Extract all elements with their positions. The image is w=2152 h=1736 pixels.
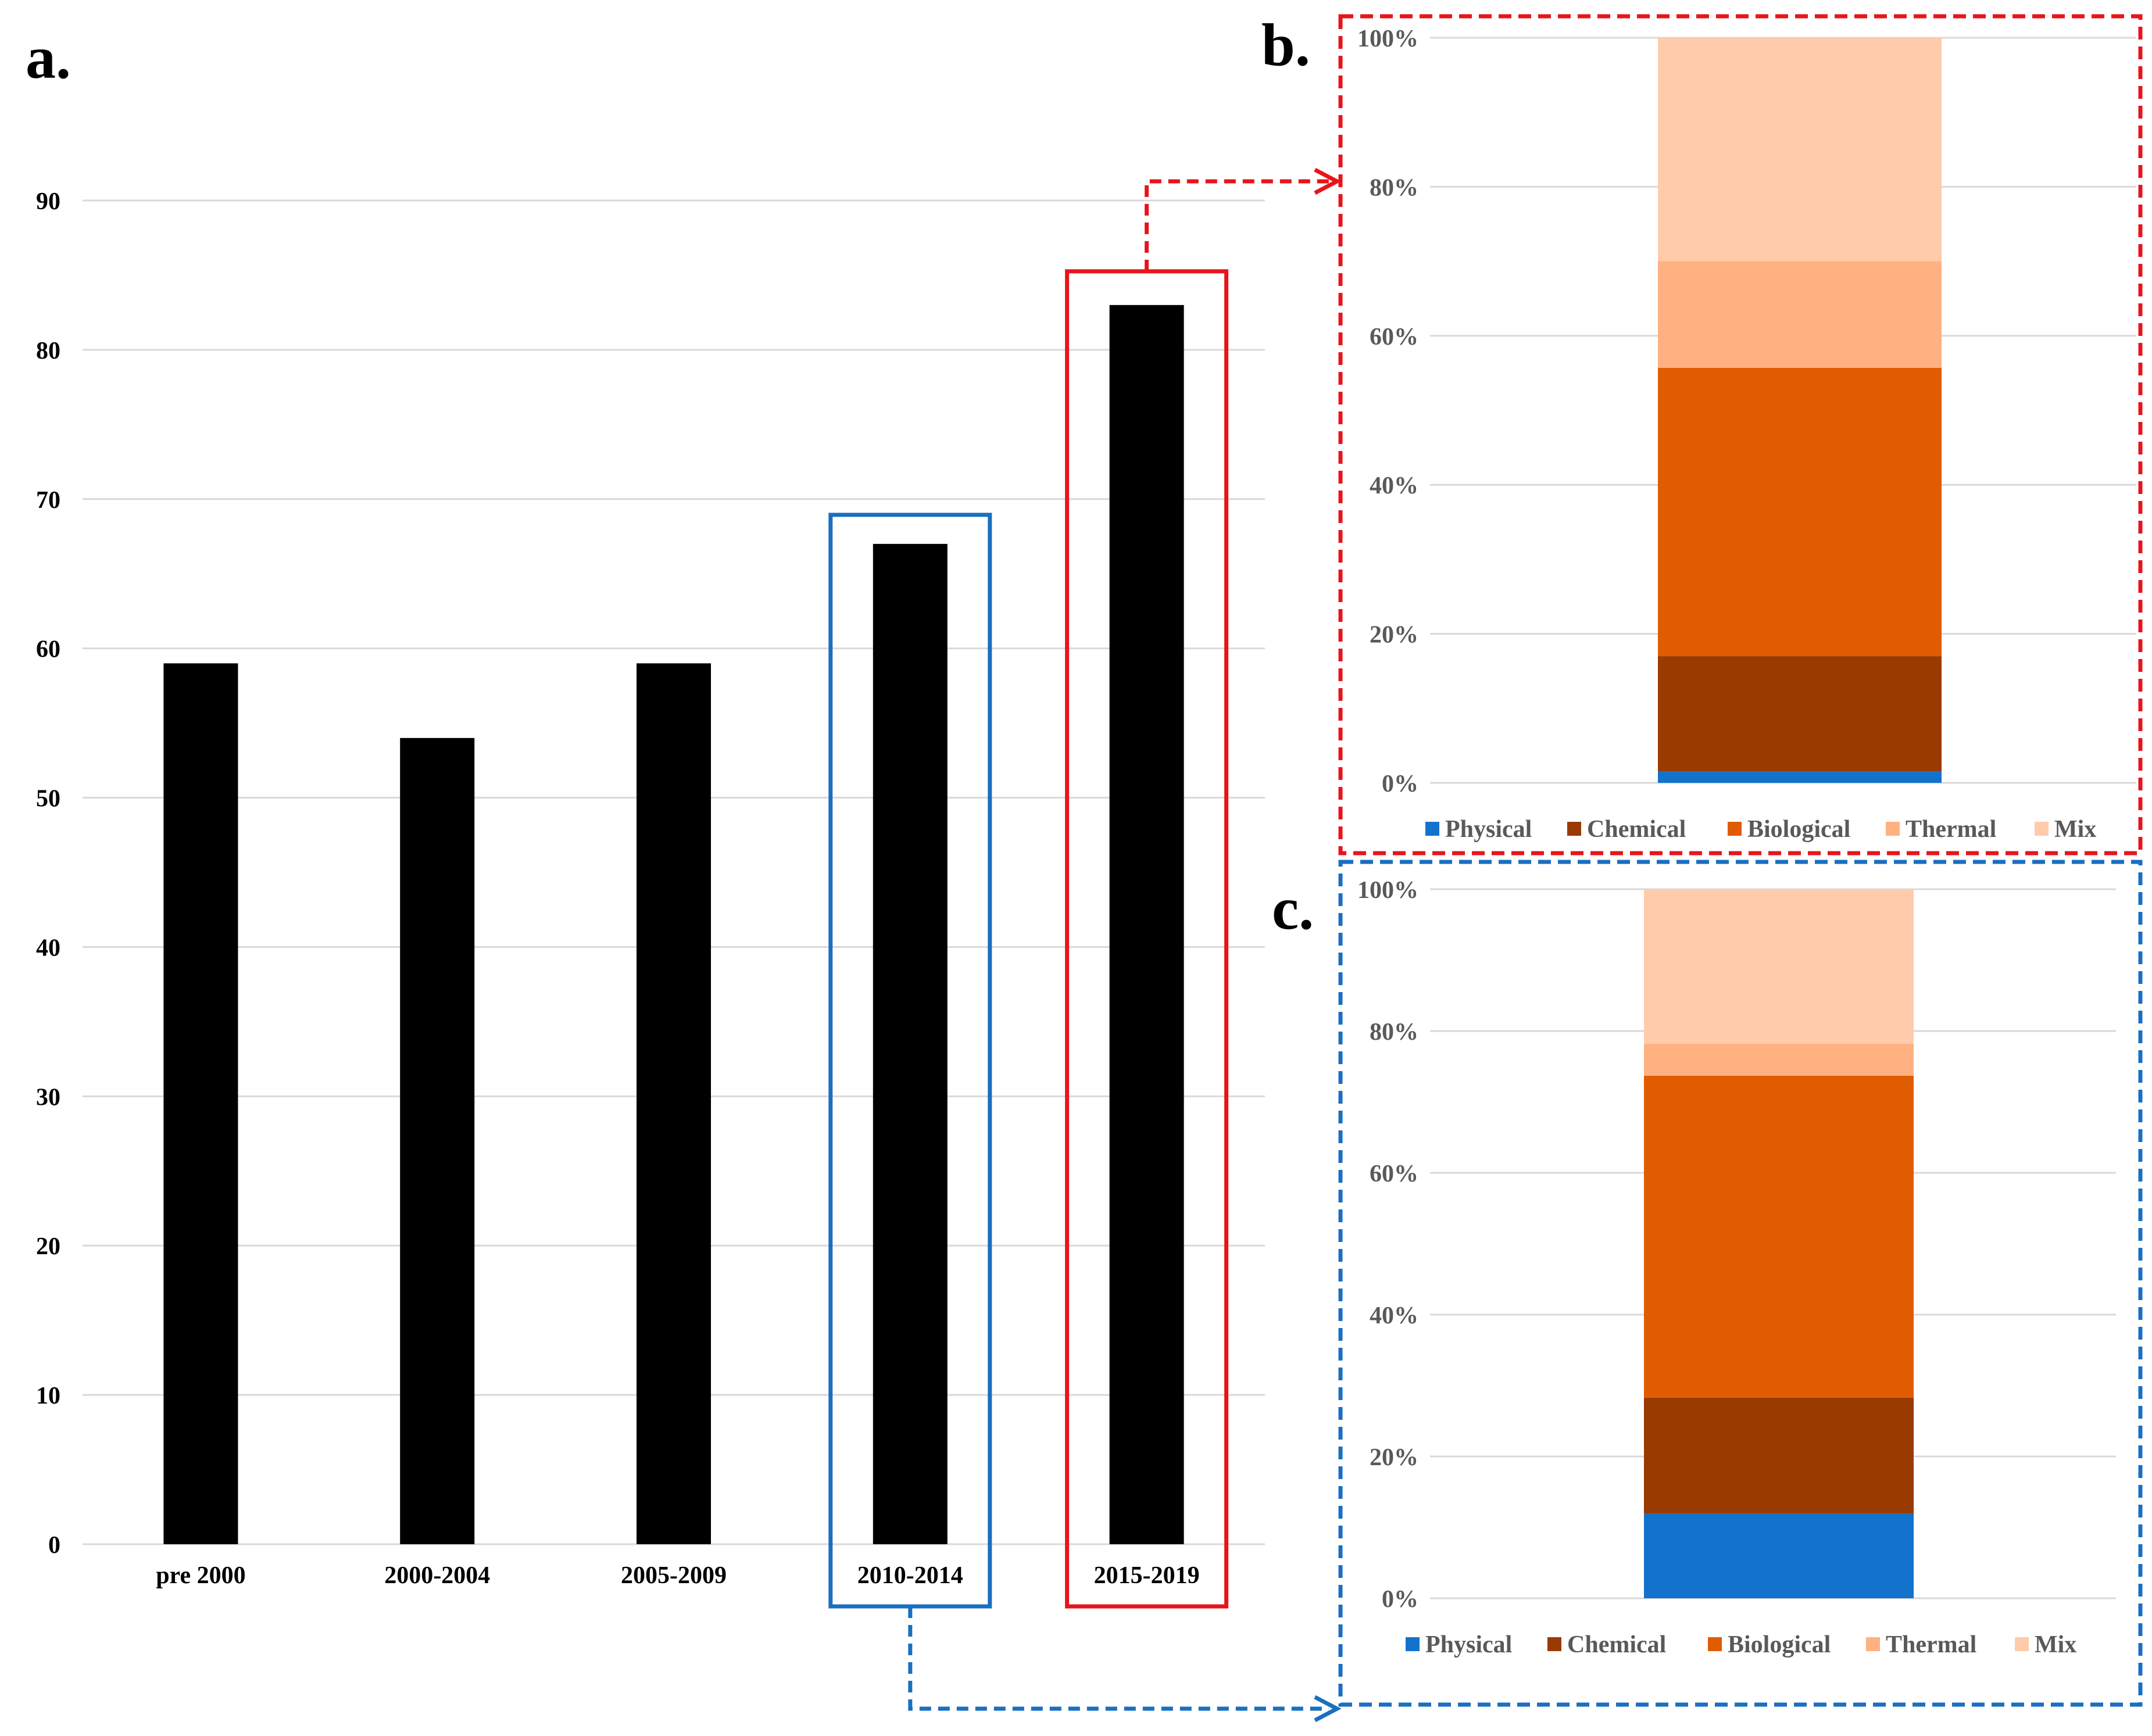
c-legend-label-thermal: Thermal <box>1886 1631 1976 1658</box>
b-legend-label-chemical: Chemical <box>1587 816 1686 843</box>
c-y-tick-label: 60% <box>1370 1161 1418 1187</box>
panel-a-label: a. <box>26 24 71 91</box>
b-y-tick-label: 80% <box>1370 174 1418 201</box>
b-legend-swatch-biological <box>1728 822 1742 836</box>
c-segment-physical <box>1644 1513 1914 1598</box>
c-legend-label-mix: Mix <box>2035 1631 2076 1658</box>
b-segment-physical <box>1658 771 1942 783</box>
panel-b-label: b. <box>1261 12 1310 78</box>
panel-c-label: c. <box>1272 875 1314 942</box>
b-legend-label-mix: Mix <box>2054 816 2096 843</box>
b-segment-thermal <box>1658 261 1942 368</box>
a-x-tick-label: 2015-2019 <box>1094 1562 1200 1589</box>
c-y-tick-label: 0% <box>1382 1586 1418 1613</box>
c-legend-label-chemical: Chemical <box>1567 1631 1666 1658</box>
b-y-tick-label: 100% <box>1357 26 1418 52</box>
c-y-tick-label: 40% <box>1370 1302 1418 1329</box>
c-y-tick-label: 80% <box>1370 1019 1418 1046</box>
a-y-tick-label: 90 <box>36 188 60 215</box>
c-y-tick-label: 20% <box>1370 1444 1418 1471</box>
b-legend-label-thermal: Thermal <box>1906 816 1996 843</box>
b-y-tick-label: 20% <box>1370 622 1418 649</box>
a-bar <box>1109 305 1184 1544</box>
a-y-tick-label: 80 <box>36 338 60 364</box>
a-y-tick-label: 10 <box>36 1383 60 1409</box>
c-legend-swatch-biological <box>1708 1637 1722 1651</box>
c-legend-swatch-physical <box>1406 1637 1420 1651</box>
b-legend-label-biological: Biological <box>1747 816 1850 843</box>
c-legend-label-biological: Biological <box>1728 1631 1831 1658</box>
c-y-tick-label: 100% <box>1357 877 1418 904</box>
c-segment-chemical <box>1644 1397 1914 1514</box>
panel-a: a. 0 10 20 30 40 50 60 70 80 90 pre 2000 2000-2004… <box>26 24 1265 1609</box>
c-segment-biological <box>1644 1075 1914 1398</box>
connectors <box>908 167 1342 1723</box>
c-legend-swatch-mix <box>2015 1637 2029 1651</box>
c-segment-thermal <box>1644 1043 1914 1076</box>
a-bar <box>637 663 711 1544</box>
b-segment-mix <box>1658 38 1942 262</box>
b-y-tick-label: 40% <box>1370 473 1418 499</box>
panel-b: b. 0% 20% 40% 60% 80% 100% Physical Chemical Bio… <box>1261 12 2143 856</box>
c-legend-swatch-thermal <box>1866 1637 1880 1651</box>
b-legend-label-physical: Physical <box>1445 816 1532 843</box>
a-y-tick-label: 30 <box>36 1084 60 1111</box>
a-y-tick-label: 20 <box>36 1233 60 1260</box>
a-x-tick-label: 2000-2004 <box>384 1562 490 1589</box>
b-y-tick-label: 60% <box>1370 324 1418 350</box>
a-y-tick-label: 40 <box>36 935 60 961</box>
b-legend-swatch-thermal <box>1886 822 1900 836</box>
b-segment-biological <box>1658 367 1942 657</box>
connector-to-panel-c <box>908 1606 1329 1711</box>
a-x-tick-label: 2010-2014 <box>857 1562 963 1589</box>
a-y-tick-label: 0 <box>48 1532 60 1559</box>
a-y-tick-label: 50 <box>36 786 60 812</box>
a-y-tick-label: 60 <box>36 636 60 663</box>
panel-c-frame <box>1338 860 2143 1707</box>
b-y-tick-label: 0% <box>1382 771 1418 797</box>
c-legend-swatch-chemical <box>1547 1637 1561 1651</box>
arrowhead-blue <box>1314 1695 1342 1723</box>
b-segment-chemical <box>1658 656 1942 772</box>
c-segment-mix <box>1644 889 1914 1044</box>
b-legend-swatch-physical <box>1425 822 1439 836</box>
b-legend-swatch-mix <box>2035 822 2049 836</box>
a-bar <box>873 543 948 1544</box>
a-x-tick-label: pre 2000 <box>156 1562 245 1589</box>
connector-to-panel-b <box>1145 179 1329 271</box>
a-bar <box>400 738 475 1544</box>
panel-b-frame <box>1338 14 2143 856</box>
b-legend-swatch-chemical <box>1567 822 1581 836</box>
c-legend-label-physical: Physical <box>1425 1631 1512 1658</box>
arrowhead-red <box>1314 167 1342 195</box>
a-x-tick-label: 2005-2009 <box>621 1562 727 1589</box>
a-bar <box>163 663 238 1544</box>
panel-c: c. 0% 20% 40% 60% 80% 100% Physical Chemical Bio… <box>1272 860 2143 1707</box>
a-y-tick-label: 70 <box>36 487 60 514</box>
